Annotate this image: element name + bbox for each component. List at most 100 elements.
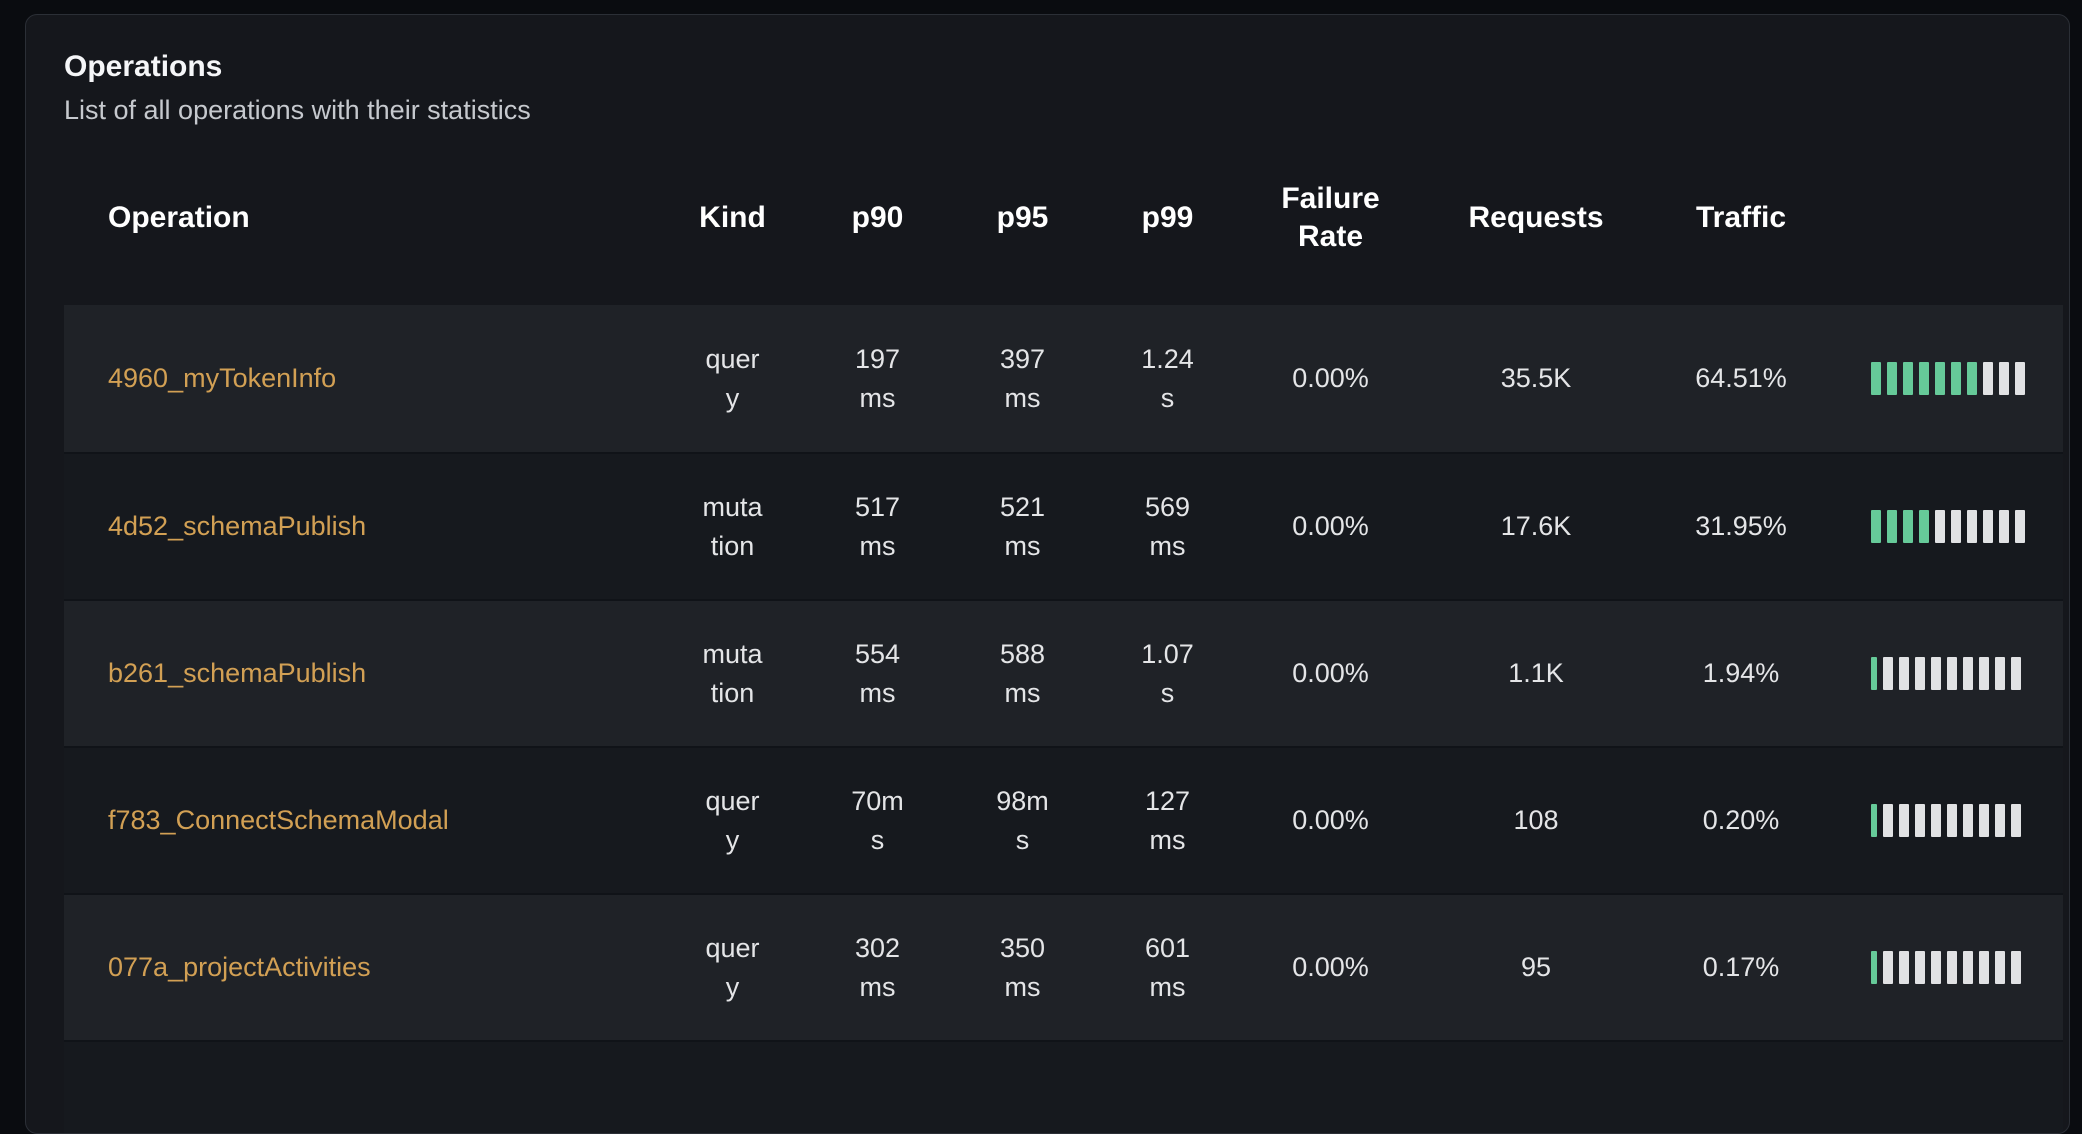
traffic-bar-filled	[1935, 362, 1945, 396]
traffic-bar-empty	[1935, 510, 1945, 544]
traffic-bar-filled	[1871, 657, 1877, 691]
failure-rate-cell: 0.00%	[1292, 658, 1369, 689]
traffic-bar-empty	[1899, 951, 1909, 985]
traffic-bar-empty	[1979, 657, 1989, 691]
traffic-cell: 1.94%	[1702, 658, 1780, 689]
operation-link[interactable]: 077a_projectActivities	[108, 952, 371, 983]
traffic-bar-empty	[1899, 657, 1909, 691]
page-subtitle: List of all operations with their statis…	[64, 95, 531, 125]
p95-cell: 98ms	[996, 785, 1049, 855]
traffic-bars	[1831, 454, 2025, 599]
traffic-bar-empty	[1951, 510, 1961, 544]
table-row[interactable]: f783_ConnectSchemaModal query 70ms 98ms …	[64, 746, 2063, 894]
traffic-bar-filled	[1903, 510, 1913, 544]
traffic-bar-filled	[1967, 362, 1977, 396]
kind-cell: mutation	[702, 638, 763, 708]
traffic-bar-empty	[1963, 804, 1973, 838]
failure-rate-cell: 0.00%	[1292, 805, 1369, 836]
kind-cell: query	[705, 932, 760, 1002]
traffic-bar-empty	[1915, 804, 1925, 838]
table-row[interactable]: 077a_projectActivities query 302ms 350ms…	[64, 893, 2063, 1041]
traffic-bar-empty	[1931, 657, 1941, 691]
failure-rate-cell: 0.00%	[1292, 363, 1369, 394]
traffic-bar-empty	[1947, 804, 1957, 838]
traffic-bar-empty	[1963, 951, 1973, 985]
table-row[interactable]: 4d52_schemaPublish mutation 517ms 521ms …	[64, 452, 2063, 600]
traffic-bar-empty	[2015, 510, 2025, 544]
p99-cell: 601ms	[1144, 932, 1191, 1002]
traffic-bar-empty	[1963, 657, 1973, 691]
p90-cell: 302ms	[854, 932, 901, 1002]
column-header-kind: Kind	[699, 200, 766, 234]
requests-cell: 108	[1513, 805, 1559, 836]
p99-cell: 569ms	[1144, 491, 1191, 561]
operation-link[interactable]: 4960_myTokenInfo	[108, 363, 337, 394]
traffic-bar-empty	[2011, 657, 2021, 691]
traffic-bar-empty	[1883, 804, 1893, 838]
operation-link[interactable]: f783_ConnectSchemaModal	[108, 805, 449, 836]
traffic-bar-empty	[1995, 804, 2005, 838]
requests-cell: 1.1K	[1508, 658, 1564, 689]
traffic-bar-empty	[1883, 657, 1893, 691]
operation-link[interactable]: 4d52_schemaPublish	[108, 511, 367, 542]
p90-cell: 554ms	[854, 638, 901, 708]
traffic-bar-empty	[2011, 951, 2021, 985]
traffic-bar-empty	[1999, 510, 2009, 544]
column-header-p99: p99	[1141, 200, 1194, 234]
p99-cell: 1.24s	[1141, 343, 1194, 413]
traffic-bars	[1831, 601, 2021, 746]
traffic-bar-filled	[1951, 362, 1961, 396]
traffic-bar-empty	[1931, 804, 1941, 838]
column-header-p95: p95	[996, 200, 1049, 234]
traffic-bar-filled	[1887, 362, 1897, 396]
p99-cell: 127ms	[1144, 785, 1191, 855]
requests-cell: 95	[1520, 952, 1552, 983]
traffic-bar-empty	[2015, 362, 2025, 396]
p95-cell: 588ms	[999, 638, 1046, 708]
table-header-row: Operation Kind p90 p95 p99 Failure Rate …	[64, 130, 2063, 305]
traffic-bar-empty	[1947, 657, 1957, 691]
failure-rate-cell: 0.00%	[1292, 952, 1369, 983]
operations-table: Operation Kind p90 p95 p99 Failure Rate …	[64, 130, 2063, 1133]
table-row[interactable]: 4960_myTokenInfo query 197ms 397ms 1.24s…	[64, 305, 2063, 453]
traffic-bar-empty	[1915, 657, 1925, 691]
traffic-bar-empty	[1979, 951, 1989, 985]
column-header-failure-rate: Failure Rate	[1281, 182, 1380, 253]
column-header-operation: Operation	[108, 200, 250, 234]
column-header-requests: Requests	[1468, 200, 1604, 234]
traffic-bar-empty	[1947, 951, 1957, 985]
table-row-partial	[64, 1040, 2063, 1133]
traffic-bar-filled	[1871, 362, 1881, 396]
table-row[interactable]: b261_schemaPublish mutation 554ms 588ms …	[64, 599, 2063, 747]
operation-link[interactable]: b261_schemaPublish	[108, 658, 367, 689]
column-header-traffic: Traffic	[1695, 200, 1787, 234]
table-body: 4960_myTokenInfo query 197ms 397ms 1.24s…	[64, 305, 2063, 1041]
traffic-bar-empty	[1979, 804, 1989, 838]
traffic-bars	[1831, 305, 2025, 452]
card-header: Operations List of all operations with t…	[26, 15, 2069, 130]
traffic-bar-filled	[1871, 951, 1877, 985]
traffic-bar-empty	[1995, 951, 2005, 985]
kind-cell: query	[705, 785, 760, 855]
traffic-bar-filled	[1919, 362, 1929, 396]
traffic-bar-filled	[1871, 804, 1877, 838]
page-title: Operations	[64, 50, 223, 83]
requests-cell: 17.6K	[1500, 511, 1572, 542]
traffic-bar-filled	[1903, 362, 1913, 396]
requests-cell: 35.5K	[1500, 363, 1572, 394]
column-header-p90: p90	[851, 200, 904, 234]
p95-cell: 521ms	[999, 491, 1046, 561]
failure-rate-cell: 0.00%	[1292, 511, 1369, 542]
traffic-bar-filled	[1871, 510, 1881, 544]
p95-cell: 397ms	[999, 343, 1046, 413]
traffic-bar-empty	[1883, 951, 1893, 985]
traffic-bar-empty	[1983, 362, 1993, 396]
traffic-bar-empty	[2011, 804, 2021, 838]
p95-cell: 350ms	[999, 932, 1046, 1002]
traffic-bar-filled	[1919, 510, 1929, 544]
traffic-bar-empty	[1899, 804, 1909, 838]
operations-card: Operations List of all operations with t…	[25, 14, 2070, 1134]
kind-cell: mutation	[702, 491, 763, 561]
traffic-bars	[1831, 895, 2021, 1040]
traffic-bar-empty	[1915, 951, 1925, 985]
